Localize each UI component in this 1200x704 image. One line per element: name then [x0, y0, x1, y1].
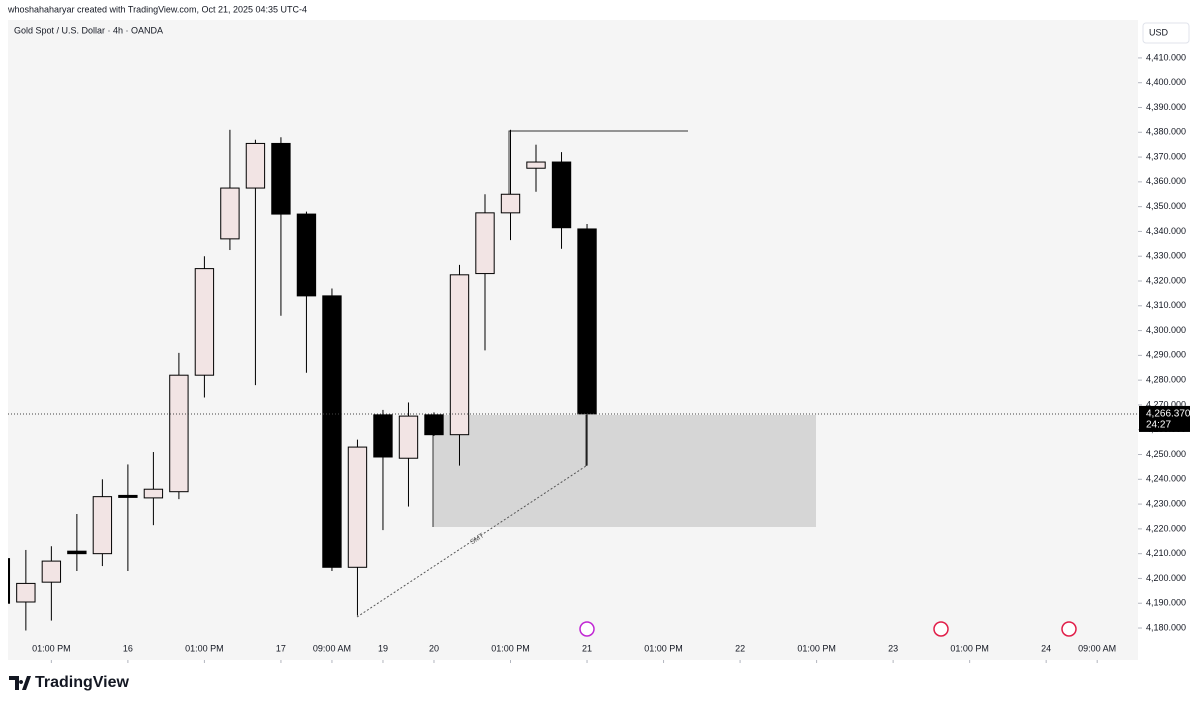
drawings: SMT — [356, 130, 816, 618]
candle-body — [526, 161, 546, 169]
candle-body — [551, 161, 572, 229]
currency-box[interactable] — [1142, 22, 1190, 44]
y-tick-label: 4,290.000 — [1146, 350, 1186, 360]
candle-body — [296, 213, 317, 297]
candle-body — [194, 268, 215, 376]
x-tick-label: 24 — [1041, 643, 1051, 653]
candle-body — [449, 274, 470, 436]
smt-line — [356, 465, 587, 618]
x-tick-label: 01:00 PM — [491, 643, 530, 653]
x-tick-label: 01:00 PM — [644, 643, 683, 653]
candle-body — [424, 414, 444, 436]
x-tick-label: 01:00 PM — [185, 643, 224, 653]
y-tick-label: 4,300.000 — [1146, 325, 1186, 335]
x-tick-label: 21 — [582, 643, 592, 653]
candle-body — [67, 550, 87, 555]
countdown: 24:27 — [1146, 420, 1171, 431]
x-tick-label: 20 — [429, 643, 439, 653]
x-tick-label: 17 — [276, 643, 286, 653]
candle-body — [16, 582, 36, 603]
zone — [433, 415, 816, 527]
y-tick-label: 4,220.000 — [1146, 523, 1186, 533]
candle-body — [475, 212, 495, 275]
candle-body — [143, 488, 164, 499]
y-tick-label: 4,240.000 — [1146, 474, 1186, 484]
currency: USD — [1149, 27, 1169, 37]
y-tick-label: 4,270.000 — [1146, 399, 1186, 409]
credit: whoshahaharyar created with TradingView.… — [7, 4, 307, 14]
y-tick-label: 4,180.000 — [1146, 622, 1186, 632]
candle-body — [271, 142, 291, 215]
event-icons — [579, 621, 1077, 637]
candle-body — [220, 187, 240, 240]
x-tick-label: 22 — [735, 643, 745, 653]
logo: TradingView — [9, 674, 130, 691]
high-line — [508, 130, 688, 194]
y-tick-label: 4,400.000 — [1146, 77, 1186, 87]
y-tick-label: 4,390.000 — [1146, 102, 1186, 112]
y-tick-label: 4,340.000 — [1146, 226, 1186, 236]
y-tick-label: 4,280.000 — [1146, 375, 1186, 385]
x-tick-label: 19 — [378, 643, 388, 653]
y-tick-label: 4,410.000 — [1146, 52, 1186, 62]
candle-body — [398, 415, 419, 459]
last-price-box — [1139, 405, 1190, 432]
last-price-label: 4,266.370 — [1146, 409, 1191, 420]
x-tick-label: 01:00 PM — [950, 643, 989, 653]
chart-title: Gold Spot / U.S. Dollar · 4h · OANDA — [14, 25, 163, 35]
y-tick-label: 4,190.000 — [1146, 598, 1186, 608]
candles — [8, 129, 597, 631]
y-tick-label: 4,230.000 — [1146, 498, 1186, 508]
logo-text: TradingView — [35, 674, 130, 691]
candle-body — [577, 228, 597, 415]
candle-body — [92, 496, 113, 555]
y-tick-label: 4,360.000 — [1146, 176, 1186, 186]
y-tick-label: 4,210.000 — [1146, 548, 1186, 558]
y-tick-label: 4,200.000 — [1146, 573, 1186, 583]
x-tick-label: 01:00 PM — [797, 643, 836, 653]
x-tick-label: 01:00 PM — [32, 643, 71, 653]
candle-body — [373, 414, 393, 458]
y-tick-label: 4,330.000 — [1146, 251, 1186, 261]
x-tick-label: 09:00 AM — [1078, 643, 1116, 653]
x-tick-label: 23 — [888, 643, 898, 653]
y-tick-label: 4,320.000 — [1146, 275, 1186, 285]
candle-body — [169, 374, 189, 493]
y-tick-label: 4,350.000 — [1146, 201, 1186, 211]
candle-body — [347, 446, 368, 568]
candle-body — [322, 295, 342, 568]
candle-body — [41, 560, 62, 583]
x-tick-label: 09:00 AM — [313, 643, 351, 653]
y-tick-label: 4,370.000 — [1146, 151, 1186, 161]
candle-body — [245, 142, 266, 189]
plot-area — [8, 20, 1138, 660]
candle-body — [500, 193, 521, 214]
y-tick-label: 4,380.000 — [1146, 127, 1186, 137]
y-tick-label: 4,250.000 — [1146, 449, 1186, 459]
candle-body — [118, 494, 138, 498]
y-tick-label: 4,310.000 — [1146, 300, 1186, 310]
x-tick-label: 16 — [123, 643, 133, 653]
candle-body — [8, 558, 11, 604]
